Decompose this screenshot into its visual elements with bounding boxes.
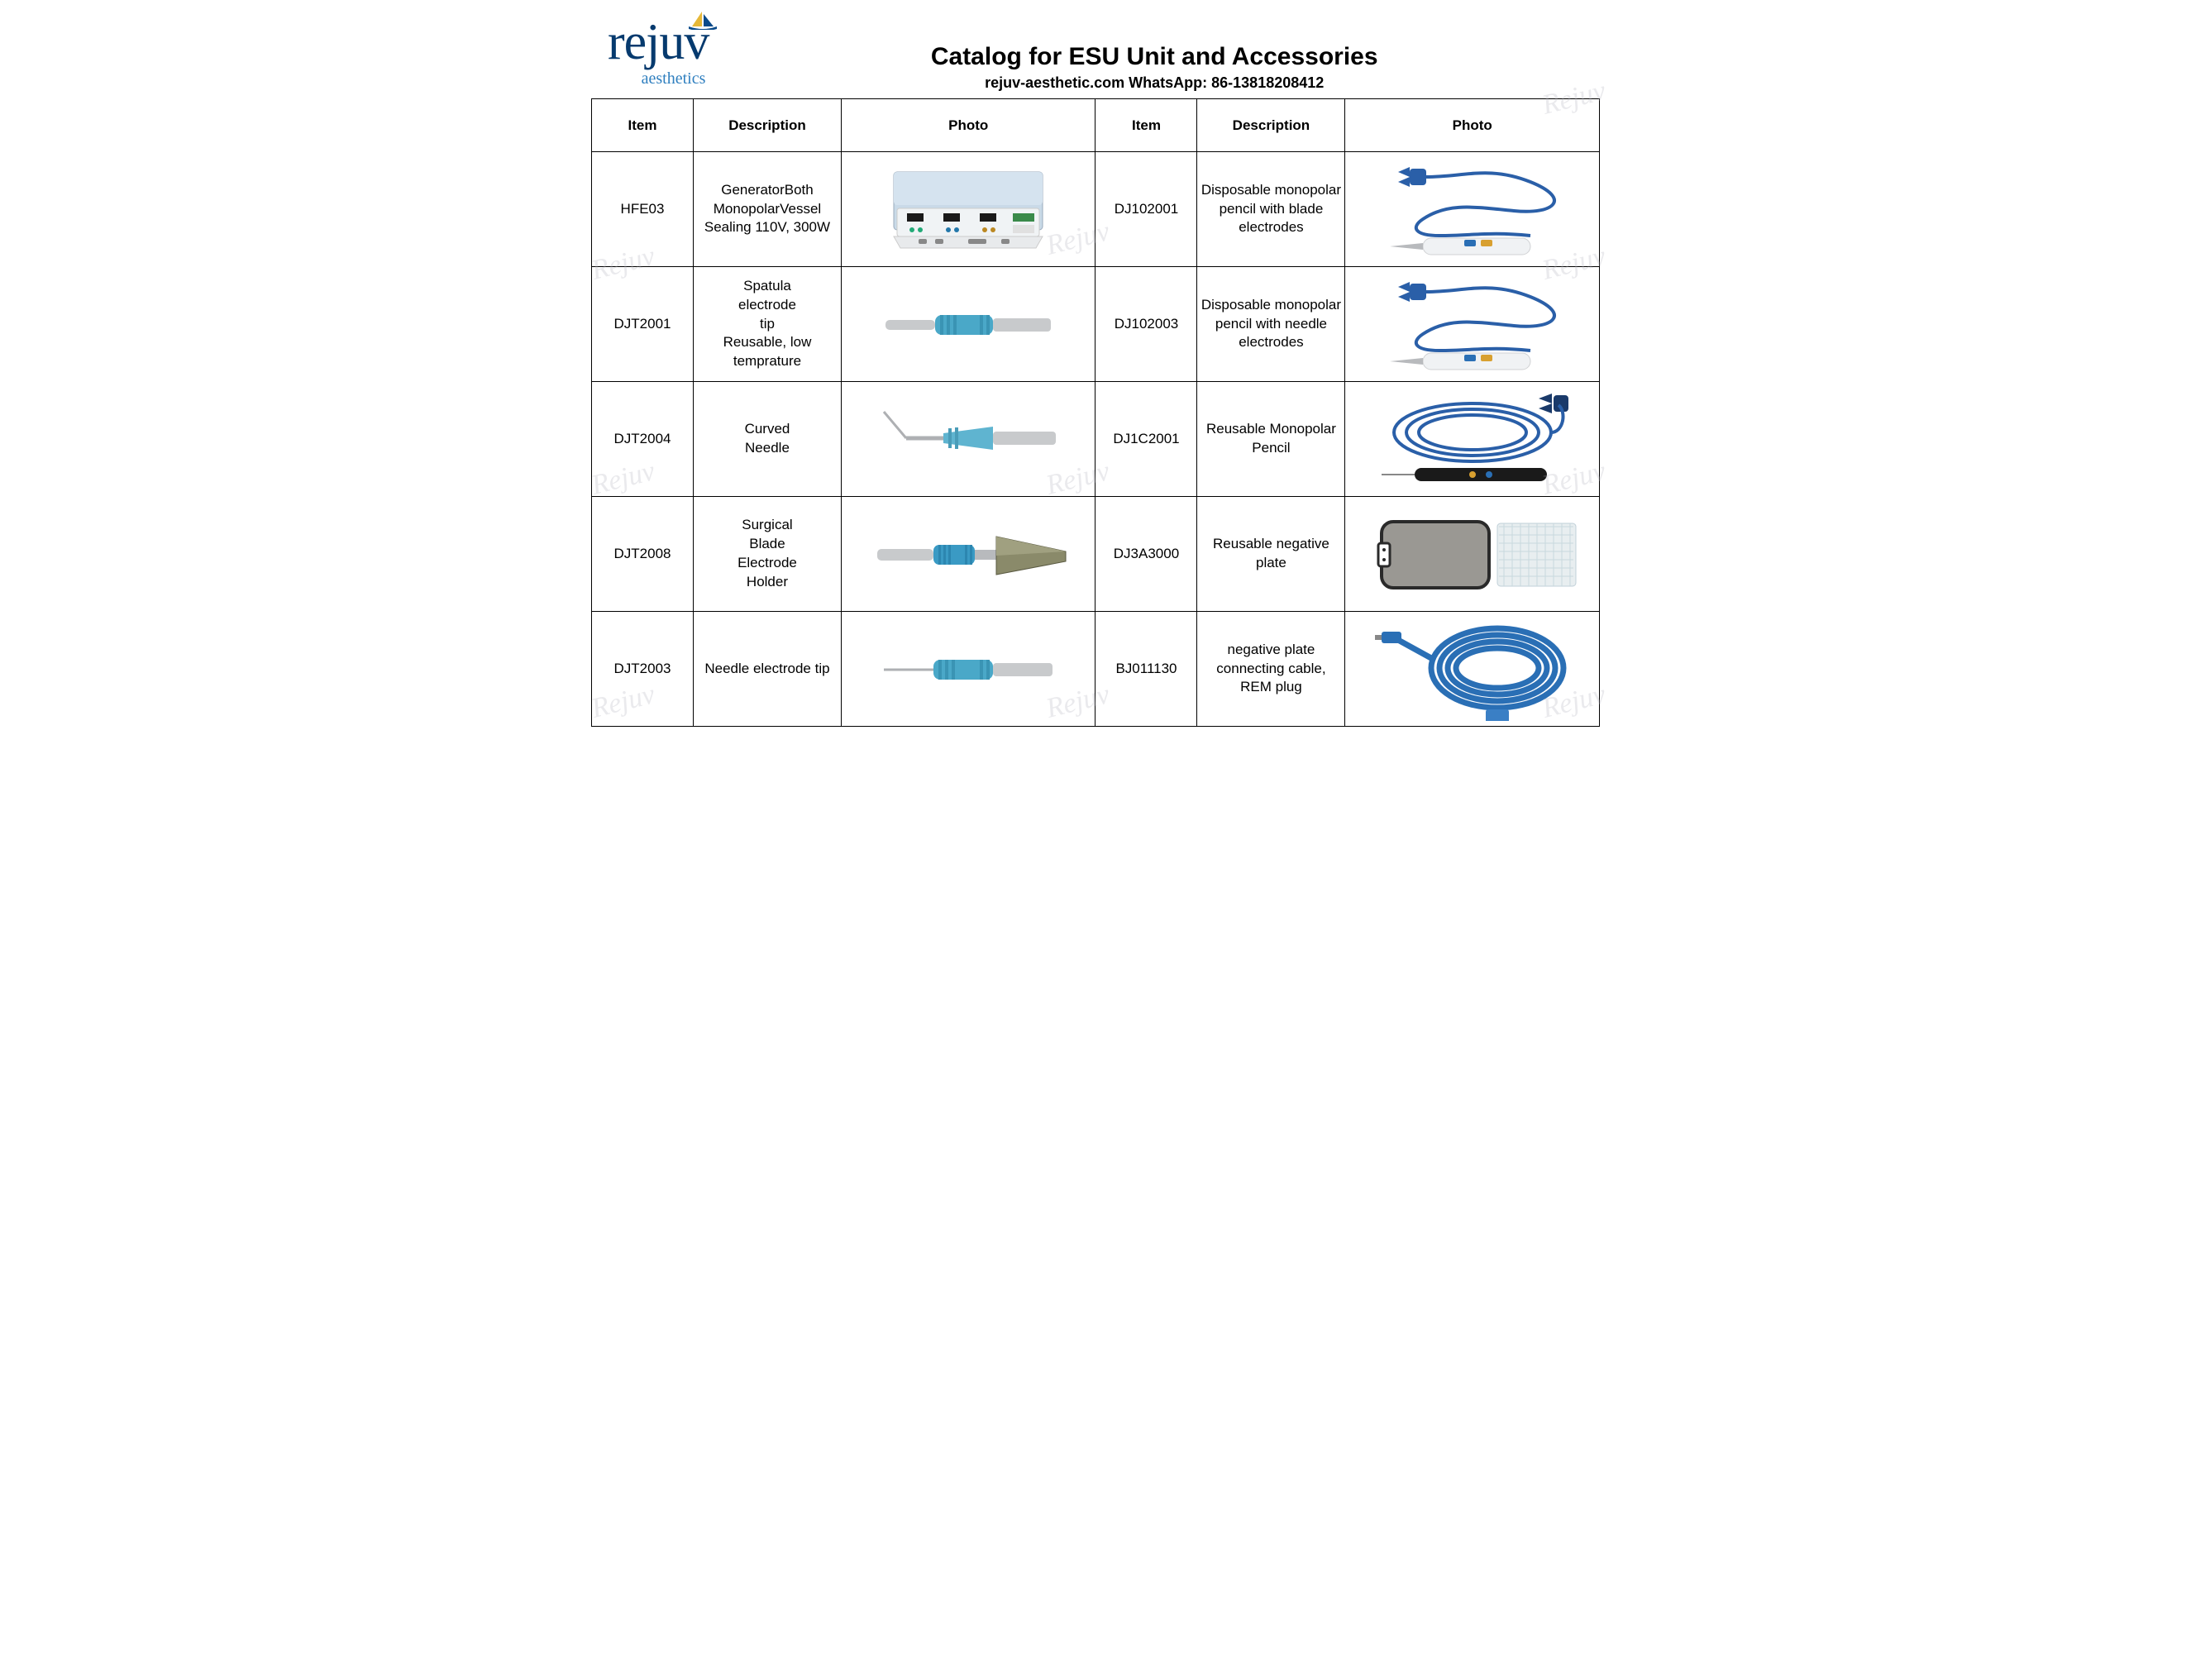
cell-photo xyxy=(1345,497,1600,612)
cell-item: HFE03 xyxy=(592,152,694,267)
cell-photo xyxy=(841,152,1096,267)
cell-photo xyxy=(841,382,1096,497)
cell-description: Disposable monopolar pencil with needle … xyxy=(1197,267,1345,382)
cell-description: SurgicalBladeElectrodeHolder xyxy=(694,497,842,612)
cell-description: Disposable monopolar pencil with blade e… xyxy=(1197,152,1345,267)
cell-item: DJT2001 xyxy=(592,267,694,382)
cell-description: CurvedNeedle xyxy=(694,382,842,497)
cell-description: Reusable Monopolar Pencil xyxy=(1197,382,1345,497)
cell-item: BJ011130 xyxy=(1096,612,1197,727)
header-description: Description xyxy=(694,99,842,152)
header-photo: Photo xyxy=(841,99,1096,152)
cell-item: DJ102003 xyxy=(1096,267,1197,382)
brand-logo: rejuv aesthetics xyxy=(608,17,709,88)
header-item: Item xyxy=(592,99,694,152)
catalog-table: Item Description Photo Item Description … xyxy=(591,98,1600,727)
page-title: Catalog for ESU Unit and Accessories xyxy=(709,43,1600,71)
cell-photo xyxy=(841,612,1096,727)
table-header-row: Item Description Photo Item Description … xyxy=(592,99,1600,152)
table-row: DJT2008SurgicalBladeElectrodeHolder DJ3A3… xyxy=(592,497,1600,612)
cell-photo xyxy=(1345,267,1600,382)
title-block: Catalog for ESU Unit and Accessories rej… xyxy=(709,43,1600,92)
table-row: DJT2004CurvedNeedle DJ1C2001Reusable Mono… xyxy=(592,382,1600,497)
cell-item: DJT2004 xyxy=(592,382,694,497)
cell-photo xyxy=(1345,152,1600,267)
cell-item: DJT2003 xyxy=(592,612,694,727)
logo-subtext: aesthetics xyxy=(608,69,709,88)
cell-description: Reusable negative plate xyxy=(1197,497,1345,612)
header-photo: Photo xyxy=(1345,99,1600,152)
cell-description: SpatulaelectrodetipReusable, lowtempratu… xyxy=(694,267,842,382)
cell-photo xyxy=(1345,382,1600,497)
page-header: rejuv aesthetics Catalog for ESU Unit an… xyxy=(591,8,1600,92)
header-item: Item xyxy=(1096,99,1197,152)
cell-photo xyxy=(1345,612,1600,727)
logo-text: rejuv xyxy=(608,17,709,68)
cell-photo xyxy=(841,497,1096,612)
cell-photo xyxy=(841,267,1096,382)
cell-item: DJ3A3000 xyxy=(1096,497,1197,612)
cell-item: DJ1C2001 xyxy=(1096,382,1197,497)
table-row: DJT2003Needle electrode tip BJ011130negat… xyxy=(592,612,1600,727)
cell-item: DJ102001 xyxy=(1096,152,1197,267)
cell-description: GeneratorBoth MonopolarVessel Sealing 11… xyxy=(694,152,842,267)
cell-description: negative plate connecting cable, REM plu… xyxy=(1197,612,1345,727)
table-row: DJT2001SpatulaelectrodetipReusable, lowt… xyxy=(592,267,1600,382)
logo-sail-icon xyxy=(689,10,718,30)
page-subtitle: rejuv-aesthetic.com WhatsApp: 86-1381820… xyxy=(709,74,1600,92)
cell-description: Needle electrode tip xyxy=(694,612,842,727)
cell-item: DJT2008 xyxy=(592,497,694,612)
table-row: HFE03GeneratorBoth MonopolarVessel Seali… xyxy=(592,152,1600,267)
header-description: Description xyxy=(1197,99,1345,152)
